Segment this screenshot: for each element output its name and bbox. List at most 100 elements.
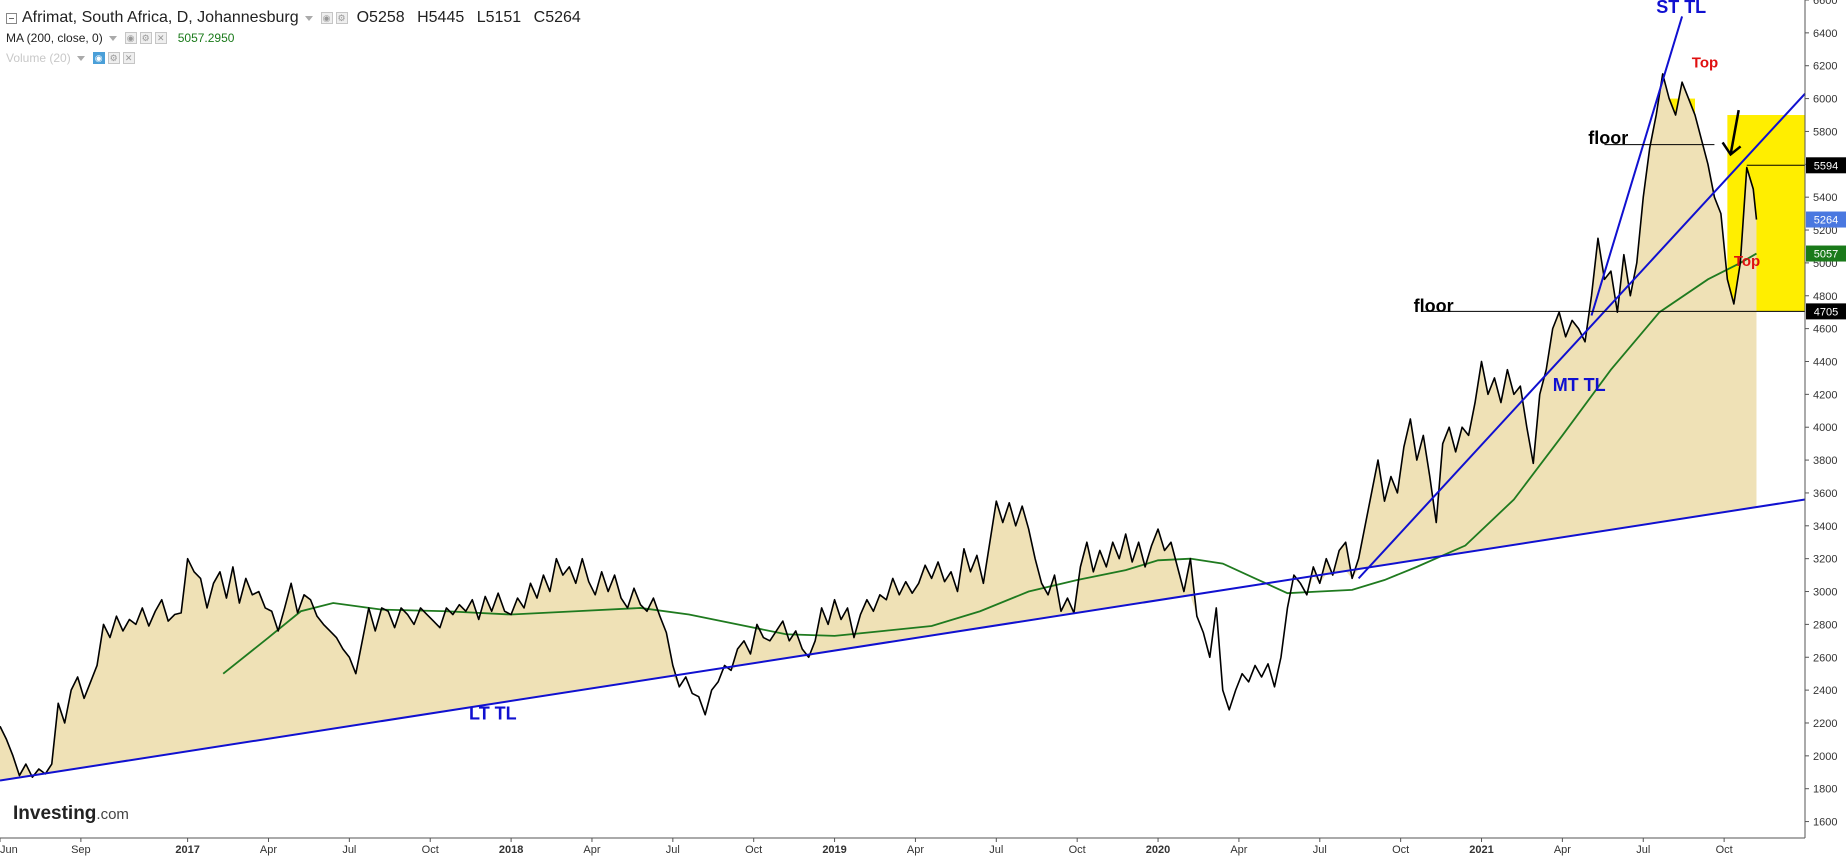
- annotations: ST TL Top floor Top floor MT TL LT TL: [469, 0, 1760, 724]
- chevron-down-icon[interactable]: [76, 55, 85, 61]
- annotation-label: floor: [1588, 128, 1628, 148]
- price-label-box: [1806, 303, 1846, 320]
- y-tick-label: 2000: [1813, 751, 1837, 763]
- y-tick-label: 3400: [1813, 521, 1837, 533]
- watermark: Investing.com: [13, 803, 129, 824]
- x-tick-label: Apr: [260, 844, 277, 856]
- legend-symbol-row: Afrimat, South Africa, D, Johannesburg ◉…: [6, 8, 581, 28]
- price-line: [0, 73, 1758, 779]
- close-icon[interactable]: ✕: [154, 32, 167, 44]
- x-tick-label: 2021: [1469, 844, 1493, 856]
- y-tick-label: 4800: [1813, 291, 1837, 303]
- y-tick-label: 2400: [1813, 685, 1837, 697]
- y-tick-label: 3800: [1813, 455, 1837, 467]
- x-tick-label: Oct: [1716, 844, 1733, 856]
- x-tick-label: Apr: [1554, 844, 1571, 856]
- close-icon[interactable]: ✕: [122, 52, 135, 64]
- x-tick-label: Oct: [422, 844, 439, 856]
- y-tick-label: 5800: [1813, 126, 1837, 138]
- x-tick-label: Jul: [666, 844, 680, 856]
- x-tick-label: Apr: [907, 844, 924, 856]
- y-tick-label: 1600: [1813, 817, 1837, 829]
- volume-label: Volume (20): [6, 51, 71, 65]
- annotation-label: Top: [1692, 54, 1718, 71]
- legend-volume-row: Volume (20) ◉ ⚙ ✕: [6, 48, 581, 68]
- y-tick-label: 4400: [1813, 356, 1837, 368]
- y-tick-label: 4600: [1813, 324, 1837, 336]
- ma-series-line: [222, 252, 1757, 675]
- y-tick-label: 2200: [1813, 718, 1837, 730]
- trendline-lt-tl: [0, 498, 1806, 782]
- y-tick-label: 1800: [1813, 784, 1837, 796]
- price-label: 5057: [1814, 249, 1838, 261]
- x-tick-label: 2017: [175, 844, 199, 856]
- ohlc-open: O5258: [356, 9, 405, 26]
- gear-icon[interactable]: ⚙: [107, 52, 120, 64]
- x-tick-label: Jul: [1313, 844, 1327, 856]
- ma-value: 5057.2950: [177, 31, 235, 45]
- price-label-box: [1806, 157, 1846, 174]
- x-tick-label: Jun: [0, 844, 18, 856]
- moving-average-line: [222, 252, 1757, 675]
- y-tick-label: 3600: [1813, 488, 1837, 500]
- y-tick-label: 2800: [1813, 619, 1837, 631]
- price-label: 5264: [1814, 215, 1838, 227]
- trendline-st-tl: [1590, 16, 1684, 316]
- symbol-title: Afrimat, South Africa, D, Johannesburg: [22, 9, 299, 26]
- legend-ma-row: MA (200, close, 0) ◉ ⚙ ✕ 5057.2950: [6, 28, 581, 48]
- collapse-icon[interactable]: [6, 12, 17, 24]
- y-tick-label: 3200: [1813, 554, 1837, 566]
- x-tick-label: Oct: [1392, 844, 1409, 856]
- eye-icon[interactable]: ◉: [92, 52, 105, 64]
- gear-icon[interactable]: ⚙: [335, 12, 348, 24]
- arrow-annotation: [1721, 109, 1742, 157]
- annotation-label: MT TL: [1553, 375, 1606, 395]
- annotation-label: Top: [1734, 253, 1760, 270]
- x-tick-label: 2018: [499, 844, 523, 856]
- ohlc-values: O5258 H5445 L5151 C5264: [357, 9, 581, 27]
- chart-legend: Afrimat, South Africa, D, Johannesburg ◉…: [6, 8, 581, 68]
- trendlines[interactable]: [0, 16, 1806, 782]
- watermark-suffix: .com: [96, 806, 129, 823]
- watermark-brand: Investing: [13, 803, 96, 824]
- price-series-line: [0, 73, 1758, 779]
- x-tick-label: Oct: [1069, 844, 1086, 856]
- ohlc-high: H5445: [417, 9, 465, 26]
- price-fill-area: [0, 73, 1757, 781]
- gear-icon[interactable]: ⚙: [139, 32, 152, 44]
- x-tick-label: 2020: [1146, 844, 1170, 856]
- x-tick-label: Apr: [583, 844, 600, 856]
- annotation-label: LT TL: [469, 704, 517, 724]
- x-tick-label: Sep: [71, 844, 91, 856]
- y-tick-label: 5200: [1813, 225, 1837, 237]
- svg-text:Investing.com: Investing.com: [13, 803, 129, 824]
- y-tick-label: 6200: [1813, 61, 1837, 73]
- ma-label: MA (200, close, 0): [6, 31, 103, 45]
- eye-icon[interactable]: ◉: [124, 32, 137, 44]
- x-tick-label: Oct: [745, 844, 762, 856]
- x-tick-label: Jul: [342, 844, 356, 856]
- horizontal-levels[interactable]: [1423, 144, 1805, 312]
- price-area-fill: [0, 73, 1757, 781]
- y-tick-label: 6400: [1813, 28, 1837, 40]
- annotation-label: ST TL: [1656, 0, 1706, 17]
- price-label: 5594: [1814, 160, 1838, 172]
- chevron-down-icon[interactable]: [108, 35, 117, 41]
- trendline-mt-tl: [1357, 92, 1806, 580]
- ohlc-low: L5151: [476, 9, 522, 26]
- price-label-box: [1806, 211, 1846, 228]
- y-tick-label: 6000: [1813, 94, 1837, 106]
- x-tick-label: Jul: [989, 844, 1003, 856]
- price-label-box: [1806, 245, 1846, 262]
- y-tick-label: 4000: [1813, 422, 1837, 434]
- y-tick-label: 3000: [1813, 587, 1837, 599]
- price-labels: 5594 5264 5057 4705: [1806, 157, 1846, 320]
- y-tick-label: 6600: [1813, 0, 1837, 7]
- price-label: 4705: [1814, 306, 1838, 318]
- y-tick-label: 4200: [1813, 389, 1837, 401]
- chevron-down-icon[interactable]: [304, 15, 313, 21]
- eye-icon[interactable]: ◉: [320, 12, 333, 24]
- ohlc-close: C5264: [533, 9, 581, 26]
